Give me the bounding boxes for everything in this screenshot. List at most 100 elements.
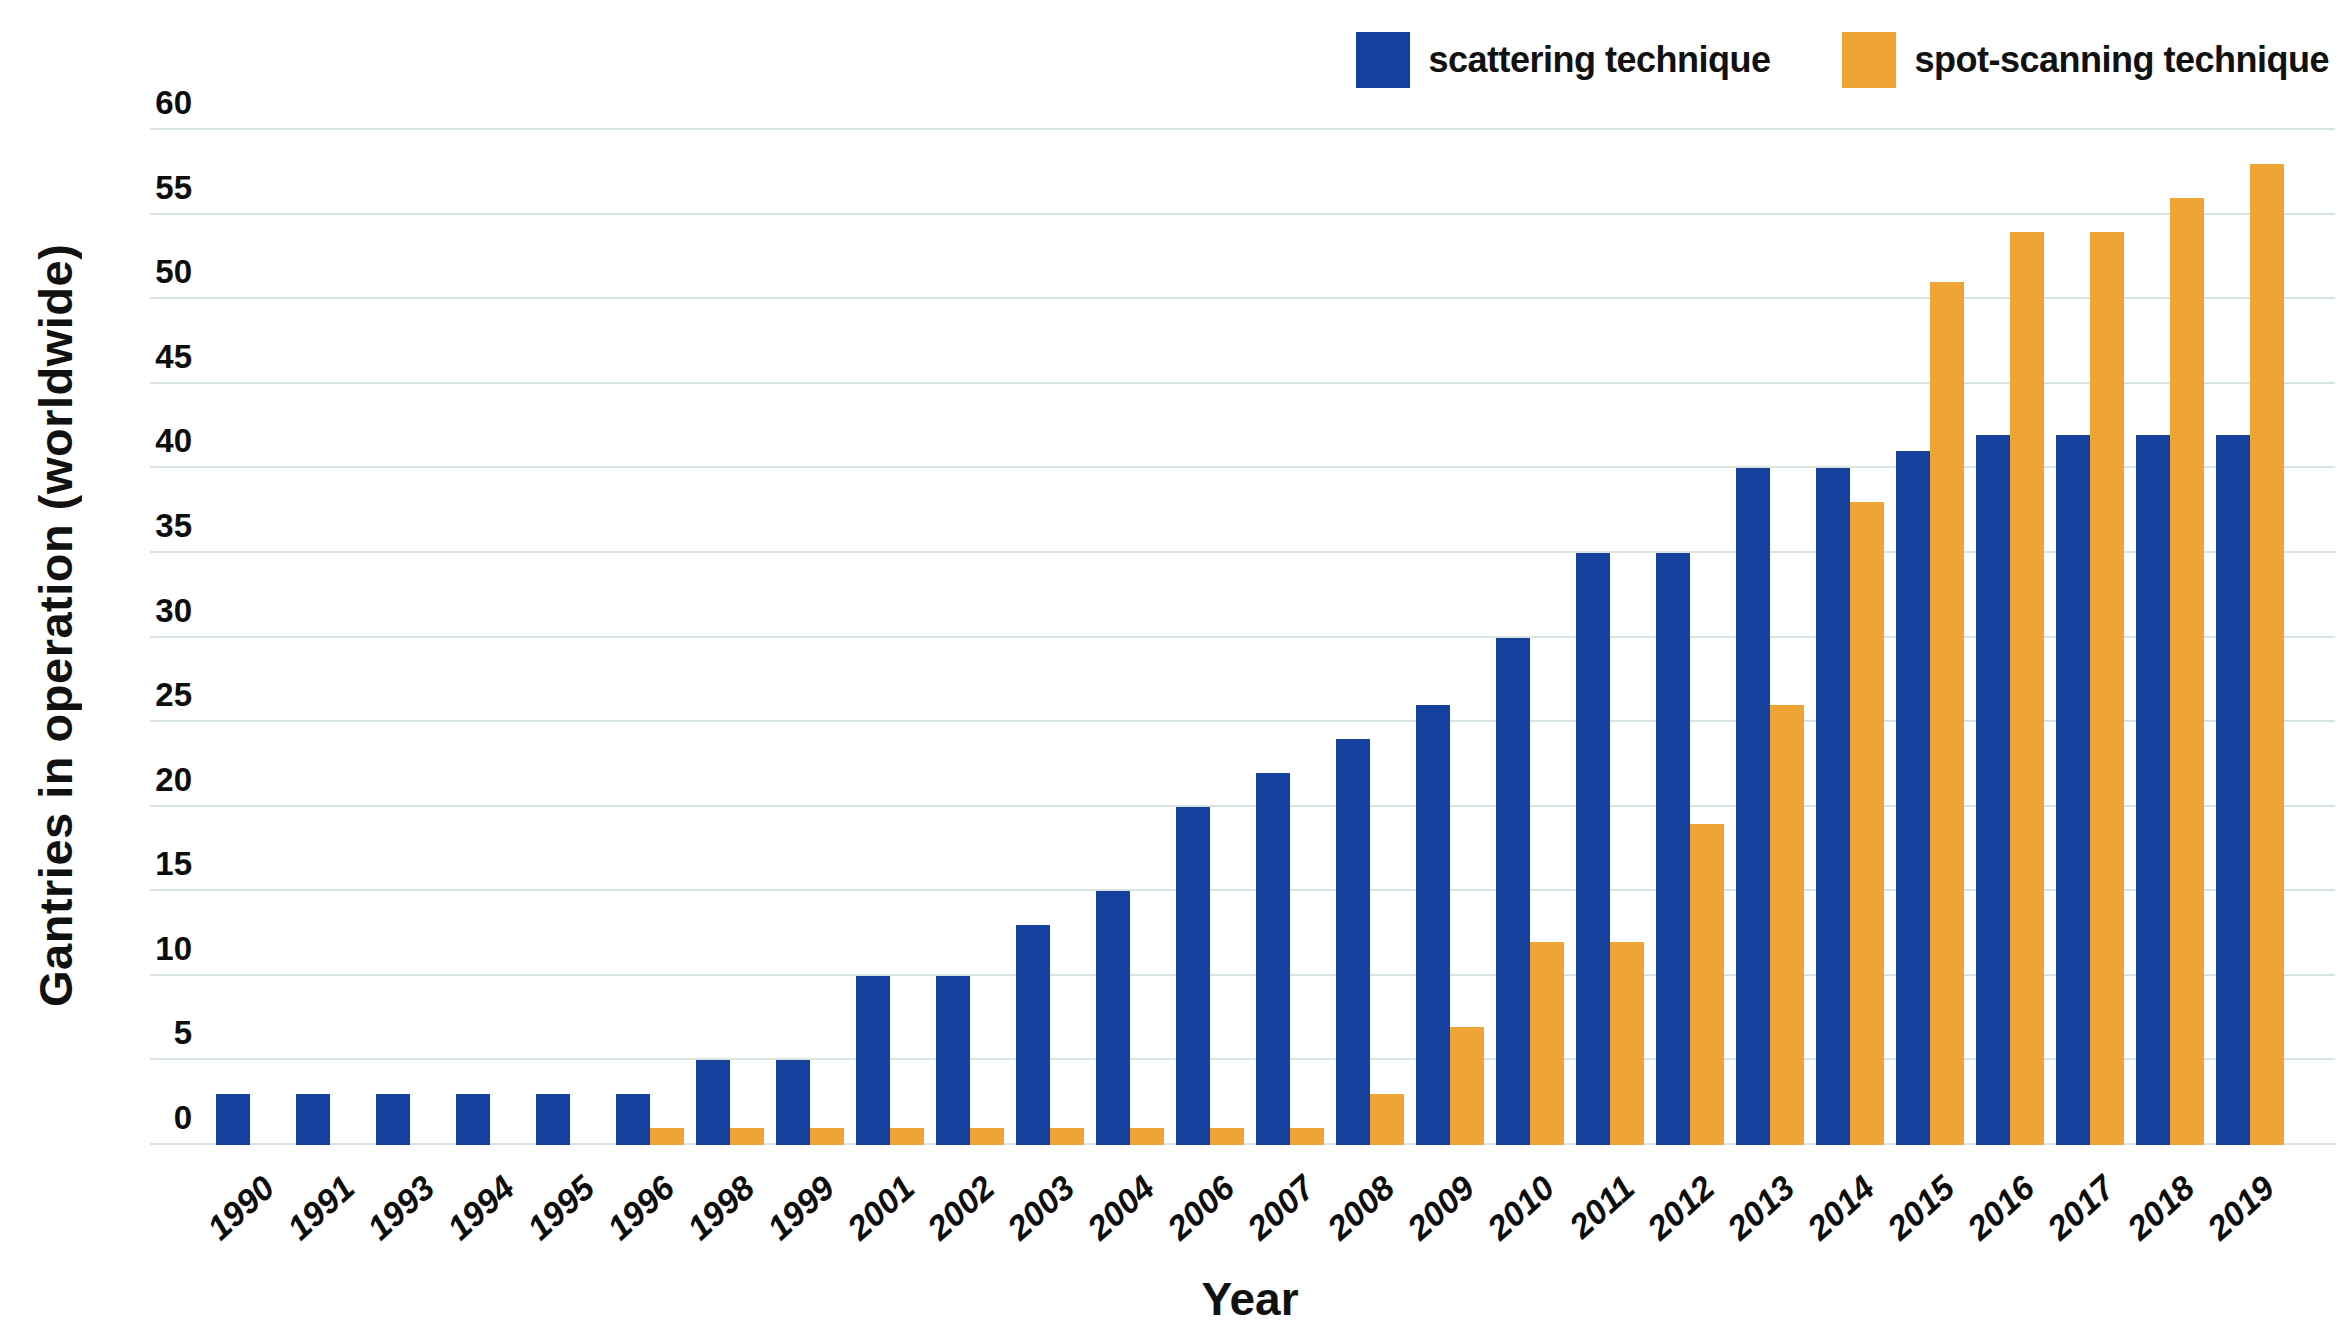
x-axis-ticks: 1990199119931994199519961998199920012002… (210, 1152, 2290, 1272)
x-tick-slot-2006: 2006 (1170, 1152, 1250, 1272)
x-tick-label-1996: 1996 (600, 1168, 682, 1248)
bar-group-2018 (2130, 130, 2210, 1145)
y-tick-label-60: 60 (155, 84, 192, 122)
bar-group-2015 (1890, 130, 1970, 1145)
bar-group-1993 (370, 130, 450, 1145)
bar-group-2009 (1410, 130, 1490, 1145)
x-tick-slot-2013: 2013 (1730, 1152, 1810, 1272)
y-axis-ticks: 051015202530354045505560 (0, 130, 192, 1145)
x-tick-slot-2012: 2012 (1650, 1152, 1730, 1272)
x-tick-label-2011: 2011 (1562, 1168, 1642, 1246)
y-tick-label-55: 55 (155, 169, 192, 207)
bar-spot-scanning-2006 (1210, 1128, 1244, 1145)
bar-group-2011 (1570, 130, 1650, 1145)
bar-group-1990 (210, 130, 290, 1145)
x-tick-label-2001: 2001 (840, 1168, 922, 1248)
y-tick-label-45: 45 (155, 338, 192, 376)
bar-scattering-2019 (2216, 435, 2250, 1146)
x-tick-label-2017: 2017 (2040, 1168, 2122, 1248)
x-tick-label-2016: 2016 (1960, 1168, 2042, 1248)
x-tick-label-2015: 2015 (1880, 1168, 1962, 1248)
x-tick-label-2019: 2019 (2200, 1168, 2282, 1248)
y-tick-label-20: 20 (155, 761, 192, 799)
bar-group-2017 (2050, 130, 2130, 1145)
x-tick-slot-1991: 1991 (290, 1152, 370, 1272)
x-tick-slot-1996: 1996 (610, 1152, 690, 1272)
bar-group-2010 (1490, 130, 1570, 1145)
x-tick-label-2012: 2012 (1640, 1168, 1722, 1248)
bar-group-2006 (1170, 130, 1250, 1145)
bar-spot-scanning-2013 (1770, 705, 1804, 1145)
x-tick-slot-2018: 2018 (2130, 1152, 2210, 1272)
x-tick-slot-2011: 2011 (1570, 1152, 1650, 1272)
y-tick-label-15: 15 (155, 845, 192, 883)
x-tick-label-2018: 2018 (2120, 1168, 2202, 1248)
bar-spot-scanning-2016 (2010, 232, 2044, 1146)
x-tick-label-2008: 2008 (1320, 1168, 1402, 1248)
bar-spot-scanning-2017 (2090, 232, 2124, 1146)
bar-group-2008 (1330, 130, 1410, 1145)
bar-spot-scanning-2011 (1610, 942, 1644, 1145)
y-tick-label-35: 35 (155, 507, 192, 545)
bar-spot-scanning-2010 (1530, 942, 1564, 1145)
y-tick-label-10: 10 (155, 930, 192, 968)
bar-group-2002 (930, 130, 1010, 1145)
x-tick-slot-2019: 2019 (2210, 1152, 2290, 1272)
bar-spot-scanning-2004 (1130, 1128, 1164, 1145)
bar-group-2016 (1970, 130, 2050, 1145)
bar-spot-scanning-1996 (650, 1128, 684, 1145)
x-tick-slot-2007: 2007 (1250, 1152, 1330, 1272)
legend-item-scattering: scattering technique (1356, 32, 1770, 88)
bar-chart-figure: scattering technique spot-scanning techn… (0, 0, 2339, 1342)
y-tick-label-0: 0 (174, 1099, 192, 1137)
bar-spot-scanning-2008 (1370, 1094, 1404, 1145)
x-tick-label-2003: 2003 (1000, 1168, 1082, 1248)
x-tick-slot-2014: 2014 (1810, 1152, 1890, 1272)
x-tick-slot-2017: 2017 (2050, 1152, 2130, 1272)
bar-scattering-1999 (776, 1060, 810, 1145)
y-tick-label-25: 25 (155, 676, 192, 714)
x-tick-label-2006: 2006 (1160, 1168, 1242, 1248)
y-tick-label-30: 30 (155, 592, 192, 630)
x-tick-label-1999: 1999 (760, 1168, 842, 1248)
bar-scattering-2011 (1576, 553, 1610, 1145)
bar-spot-scanning-2015 (1930, 282, 1964, 1145)
bar-group-1995 (530, 130, 610, 1145)
x-tick-slot-2001: 2001 (850, 1152, 930, 1272)
x-tick-label-2009: 2009 (1400, 1168, 1482, 1248)
bar-spot-scanning-2001 (890, 1128, 924, 1145)
bar-spot-scanning-1998 (730, 1128, 764, 1145)
x-tick-slot-2004: 2004 (1090, 1152, 1170, 1272)
bar-scattering-2014 (1816, 468, 1850, 1145)
x-tick-label-1990: 1990 (200, 1168, 282, 1248)
bar-scattering-1991 (296, 1094, 330, 1145)
bar-group-2007 (1250, 130, 1330, 1145)
x-tick-label-1993: 1993 (360, 1168, 442, 1248)
x-tick-slot-1994: 1994 (450, 1152, 530, 1272)
bar-spot-scanning-2009 (1450, 1027, 1484, 1145)
bar-group-1998 (690, 130, 770, 1145)
bar-spot-scanning-2007 (1290, 1128, 1324, 1145)
plot-area (210, 130, 2290, 1145)
y-tick-label-50: 50 (155, 253, 192, 291)
bar-scattering-1990 (216, 1094, 250, 1145)
bar-group-1991 (290, 130, 370, 1145)
bar-scattering-2010 (1496, 638, 1530, 1146)
x-tick-label-2007: 2007 (1240, 1168, 1322, 1248)
bar-scattering-1995 (536, 1094, 570, 1145)
y-tick-label-40: 40 (155, 422, 192, 460)
bar-scattering-2001 (856, 976, 890, 1145)
x-axis-title: Year (210, 1272, 2290, 1326)
x-tick-slot-2010: 2010 (1490, 1152, 1570, 1272)
x-tick-label-1991: 1991 (280, 1168, 362, 1248)
bar-group-1999 (770, 130, 850, 1145)
x-tick-slot-1998: 1998 (690, 1152, 770, 1272)
x-tick-slot-2016: 2016 (1970, 1152, 2050, 1272)
bar-scattering-1996 (616, 1094, 650, 1145)
legend-label-scattering: scattering technique (1428, 39, 1770, 81)
bar-group-1996 (610, 130, 690, 1145)
x-tick-slot-2003: 2003 (1010, 1152, 1090, 1272)
bar-scattering-2017 (2056, 435, 2090, 1146)
bar-scattering-2004 (1096, 891, 1130, 1145)
x-tick-slot-1995: 1995 (530, 1152, 610, 1272)
